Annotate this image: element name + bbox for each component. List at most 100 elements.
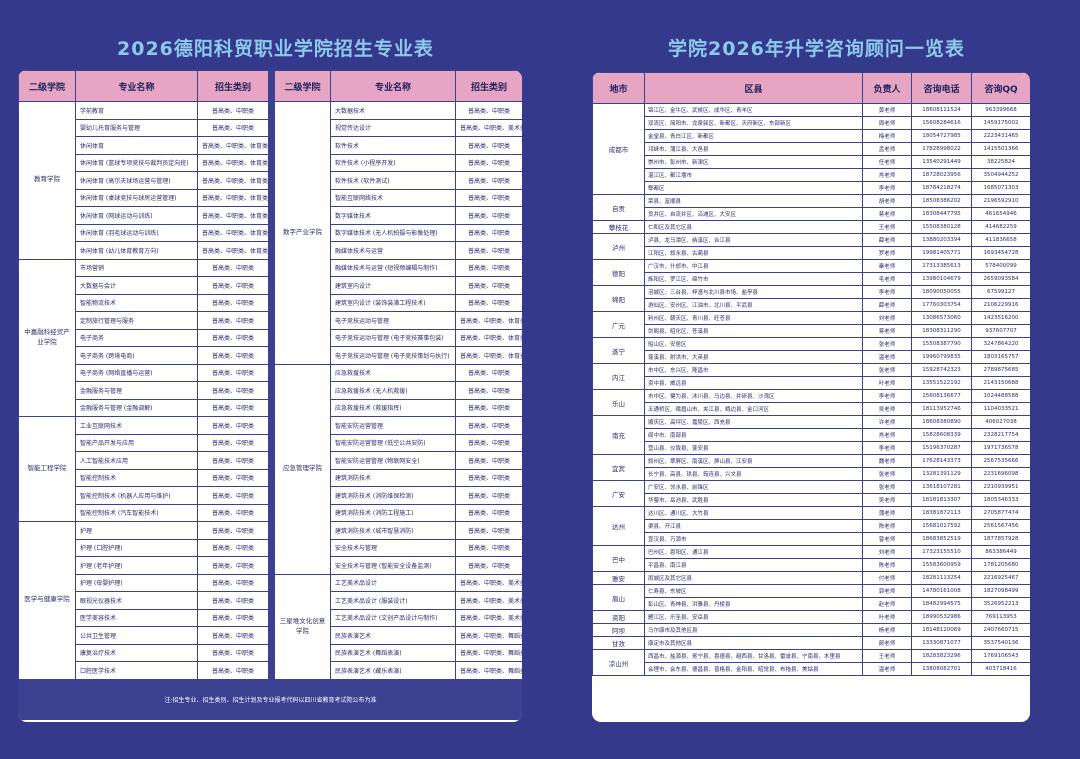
major-name: 建筑室内设计 (装饰装潢工程技术)	[330, 293, 456, 312]
major-name: 安全技术与管理	[330, 538, 456, 557]
table-row: 剑阁县、昭化区、苍溪县 蒋老师 18308311290 937607707	[593, 324, 1030, 338]
major-name: 智能安防运营管理 (物联网安全)	[330, 451, 456, 470]
enroll-category: 普高类、中职类	[455, 153, 522, 172]
phone-number: 14780161008	[911, 584, 972, 598]
table-row: 婴幼儿托育服务与管理 普高类、中职类 视觉传达设计 普高类、中职类、美术类	[19, 118, 522, 137]
header-college: 二级学院	[18, 70, 76, 102]
phone-number: 15928742323	[911, 363, 972, 377]
major-name: 民族表演艺术 (藏乐表演)	[330, 661, 456, 680]
major-name: 学前教育	[75, 101, 198, 120]
major-name: 婴幼儿托育服务与管理	[75, 118, 198, 137]
phone-number: 18683852519	[911, 532, 972, 546]
table-row: 智能控制技术 普高类、中职类 建筑消防技术 普高类、中职类	[19, 468, 522, 487]
enroll-category: 普高类、中职类	[197, 293, 269, 312]
qq-number: 863386449	[971, 545, 1030, 559]
qq-number: 1024488588	[971, 389, 1030, 403]
qq-number: 1415501366	[971, 142, 1030, 156]
qq-number: 2659093584	[971, 272, 1030, 286]
district-list: 船山区、安居区	[644, 337, 863, 351]
major-name: 电子竞技运动与管理 (电子竞技策划与执行)	[330, 346, 456, 365]
phone-number: 15681017592	[911, 519, 972, 533]
table-row: 智能物流技术 普高类、中职类 建筑室内设计 (装饰装潢工程技术) 普高类、中职类	[19, 293, 522, 312]
phone-number: 18054727985	[911, 129, 972, 143]
major-name: 电子商务 (跨境电商)	[75, 346, 198, 365]
contact-person: 颜老师	[862, 636, 912, 650]
district-list: 长宁县、高县、珙县、筠连县、兴文县	[644, 467, 863, 481]
contact-person: 毛老师	[862, 272, 912, 286]
qq-number: 411836658	[971, 233, 1030, 247]
qq-number: 414682259	[971, 220, 1030, 234]
column-divider	[268, 591, 275, 610]
column-divider	[268, 486, 275, 505]
contact-person: 蒲老师	[862, 506, 912, 520]
district-list: 涪城区、三台县、梓潼与北川县市场、盐亭县	[644, 285, 863, 299]
city-name: 乐山	[592, 389, 645, 416]
table-row: 江阳区、叙永县、古蔺县 罗老师 19981405771 1693454728	[593, 246, 1030, 260]
major-name: 软件技术 (软件测试)	[330, 171, 456, 190]
column-divider	[268, 661, 275, 680]
enroll-category: 普高类、中职类	[197, 538, 269, 557]
enroll-category: 普高类、中职类、美术类	[455, 608, 522, 627]
table-row: 内江 市中区、东兴区、隆昌市 张老师 15928742323 2789875685	[592, 363, 1030, 390]
contact-person: 刘老师	[862, 545, 912, 559]
enroll-category: 普高类、中职类、舞蹈类	[455, 626, 522, 645]
table-row: 电子商务 (跨境电商) 普高类、中职类 电子竞技运动与管理 (电子竞技策划与执行) 普…	[19, 346, 522, 365]
qq-number: 2789875685	[971, 363, 1030, 377]
table-row: 德阳 广汉市、什邡市、中江县 秦老师 17313385613 578400099	[592, 259, 1030, 286]
major-name: 智能安防运营管理	[330, 416, 456, 435]
major-name: 融媒体技术与运营 (短视频编辑与制作)	[330, 258, 456, 277]
qq-number: 2216925467	[971, 571, 1030, 585]
table-row: 护理 (老年护理) 普高类、中职类 安全技术与管理 (智能安全设备监测) 普高类、中职…	[19, 556, 522, 575]
city-name: 广元	[592, 311, 645, 338]
column-divider	[268, 503, 275, 522]
contact-person: 任老师	[862, 155, 912, 169]
qq-number: 2196592910	[971, 194, 1030, 208]
qq-number: 38225824	[971, 155, 1030, 169]
district-list: 市中区、犍为县、沐川县、马边县、井研县、沙湾区	[644, 389, 863, 403]
contact-person: 梅老师	[862, 129, 912, 143]
qq-number: 2210939951	[971, 480, 1030, 494]
column-divider	[268, 293, 275, 312]
phone-number: 18283823296	[911, 649, 972, 663]
qq-number: 2223431465	[971, 129, 1030, 143]
phone-number: 19981405771	[911, 246, 972, 260]
city-name: 广安	[592, 480, 645, 507]
phone-number: 15196370287	[911, 441, 972, 455]
header-city: 地市	[592, 72, 645, 104]
qq-number: 1685071303	[971, 181, 1030, 195]
phone-number: 18608111524	[911, 103, 972, 117]
column-divider	[268, 556, 275, 575]
major-name: 休闲体育 (幼儿体育教育方向)	[75, 241, 198, 260]
phone-number: 17628143373	[911, 454, 972, 468]
column-divider	[268, 223, 275, 242]
enroll-category: 普高类、中职类	[455, 206, 522, 225]
contact-person: 张老师	[862, 480, 912, 494]
table-row: 金融服务与管理 普高类、中职类 应急救援技术 (无人机救援) 普高类、中职类	[19, 381, 522, 400]
qq-number: 1805346333	[971, 493, 1030, 507]
qq-number: 578400099	[971, 259, 1030, 273]
table-row: 凉山州 西昌市、盐源县、冕宁县、喜德县、越西县、甘洛县、雷波县、宁南县、木里县 王老…	[592, 649, 1030, 676]
contact-person: 叶老师	[862, 376, 912, 390]
college-name: 智能工程学院	[18, 416, 76, 522]
table-row: 休闲体育 (幼儿体育教育方向) 普高类、中职类、体育类 融媒体技术与运营 普高类、中职…	[19, 241, 522, 260]
column-divider	[268, 171, 275, 190]
contact-person: 王老师	[862, 220, 912, 234]
phone-number: 13618107281	[911, 480, 972, 494]
table-row: 郫都区 李老师 18784218274 1685071303	[593, 181, 1030, 195]
column-divider	[268, 608, 275, 627]
phone-number: 15608284616	[911, 116, 972, 130]
table-row: 康复治疗技术 普高类、中职类 民族表演艺术 (舞蹈表演) 普高类、中职类、舞蹈类	[19, 643, 522, 662]
footnote: 注:招生专业、招生类别、招生计划及专业报考代码以四川省教育考试院公布为准	[18, 678, 522, 720]
table-row: 中嘉融科经贸产业学院 市场营销 普高类、中职类 融媒体技术与运营 (短视频编辑与制作)…	[18, 258, 522, 417]
table-row: 金堂县、青白江区、新都区 梅老师 18054727985 2223431465	[593, 129, 1030, 143]
enroll-category: 普高类、中职类	[455, 293, 522, 312]
contact-person: 刘老师	[862, 311, 912, 325]
table-row: 攀枝花 仁和区及其它区县 王老师 15508380128 414682259	[592, 220, 1030, 234]
enroll-category: 普高类、中职类	[455, 101, 522, 120]
major-name: 软件技术	[330, 136, 456, 155]
enroll-category: 普高类、中职类、体育类	[455, 346, 522, 365]
contact-person: 薛老师	[862, 233, 912, 247]
phone-number: 15608136677	[911, 389, 972, 403]
phone-number: 15828608339	[911, 428, 972, 442]
contact-person: 吴老师	[862, 493, 912, 507]
